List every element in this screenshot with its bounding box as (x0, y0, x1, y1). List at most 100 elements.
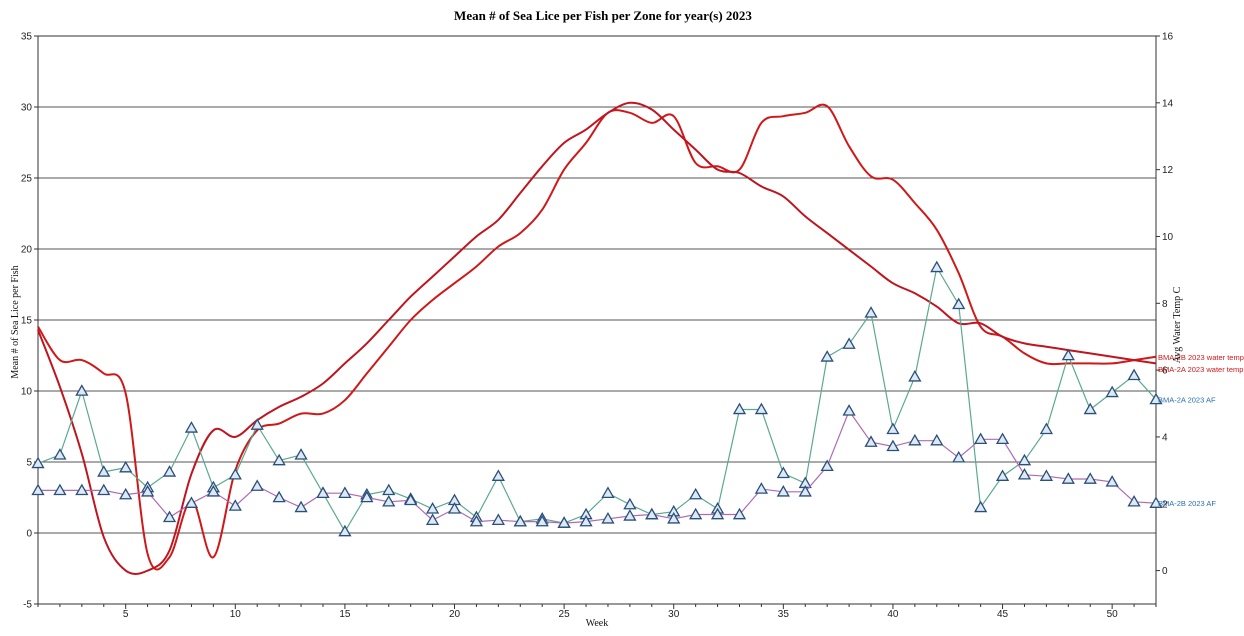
data-point (732, 402, 747, 415)
data-point (469, 514, 484, 527)
data-point (995, 432, 1010, 445)
y-tick-label: 25 (21, 174, 33, 185)
data-point (119, 460, 133, 473)
data-point (952, 450, 966, 463)
data-point (908, 369, 922, 382)
x-tick-label: 5 (123, 609, 129, 620)
data-point (908, 433, 922, 446)
data-point (776, 466, 790, 479)
y-tick-label: 10 (21, 387, 33, 398)
data-point (382, 494, 396, 507)
y-tick-label: -5 (23, 600, 32, 611)
data-point (754, 402, 769, 415)
data-point (75, 384, 89, 396)
data-point (1105, 385, 1119, 398)
y-tick-label: 20 (21, 245, 33, 256)
data-point (667, 511, 681, 524)
data-point (250, 418, 264, 430)
x-tick-label: 15 (339, 609, 351, 620)
data-point (228, 499, 242, 511)
series-bma-2b-2023-af (31, 404, 1163, 528)
data-point (579, 514, 593, 527)
y2-tick-label: 8 (1162, 299, 1168, 310)
data-point (623, 497, 637, 510)
series-line (37, 103, 1157, 571)
chart-title: Mean # of Sea Lice per Fish per Zone for… (454, 8, 752, 23)
x-tick-label: 35 (778, 609, 790, 620)
data-point (97, 483, 111, 496)
data-point (53, 483, 67, 496)
data-point (535, 514, 549, 527)
data-point (842, 337, 856, 349)
y2-tick-label: 0 (1162, 566, 1168, 577)
series-bma-2a-2023-af (31, 260, 1163, 537)
legend-item-bma-2b-2023-water-temp: BMA-2B 2023 water temp (1158, 353, 1244, 362)
data-point (1039, 422, 1054, 435)
data-point (820, 459, 834, 472)
series-bma-2b-2023-water-temp (37, 103, 1157, 571)
series-line (38, 409, 1157, 524)
data-point (689, 507, 703, 520)
series-line (37, 101, 1157, 575)
data-point (601, 486, 615, 499)
x-axis-label: Week (586, 618, 609, 629)
data-point (425, 502, 440, 514)
x-tick-label: 40 (887, 609, 899, 620)
data-point (360, 490, 374, 503)
series-line (37, 265, 1157, 533)
data-point (864, 306, 878, 318)
legend-item-bma-2b-2023-af: BMA-2B 2023 AF (1158, 499, 1216, 508)
data-point (382, 483, 396, 496)
y2-tick-label: 6 (1162, 366, 1168, 377)
data-point (1083, 402, 1097, 415)
y2-tick-label: 16 (1162, 32, 1174, 43)
data-point (557, 516, 571, 528)
y-tick-label: 5 (26, 458, 32, 469)
data-point (447, 502, 462, 514)
y2-tick-label: 14 (1162, 98, 1174, 109)
data-point (1061, 472, 1075, 484)
y2-tick-label: 4 (1162, 432, 1168, 443)
data-point (842, 404, 856, 416)
data-point (645, 507, 659, 520)
data-point (601, 511, 615, 524)
y2-axis-label: Avg Water Temp C (1172, 286, 1183, 363)
y-tick-label: 35 (21, 32, 33, 43)
data-point (798, 485, 812, 497)
data-point (1039, 469, 1054, 481)
y-tick-label: 30 (21, 103, 33, 114)
data-point (886, 422, 900, 435)
data-point (294, 500, 308, 513)
data-point (1017, 467, 1032, 480)
data-point (53, 448, 67, 460)
legend-item-bma-2a-2023-water-temp: BMA-2A 2023 water temp (1158, 365, 1243, 374)
data-point (1149, 392, 1163, 405)
x-tick-label: 50 (1107, 609, 1119, 620)
data-point (689, 487, 703, 500)
data-point (425, 513, 440, 525)
data-point (491, 469, 505, 481)
data-point (886, 439, 900, 452)
legend-item-bma-2a-2023-af: BMA-2A 2023 AF (1158, 396, 1216, 405)
data-point (228, 467, 242, 480)
x-tick-label: 10 (230, 609, 242, 620)
data-point (184, 496, 199, 508)
data-point (1127, 368, 1141, 381)
series-bma-2a-2023-water-temp (37, 101, 1157, 575)
data-point (952, 297, 966, 310)
data-point (272, 453, 286, 466)
axes-layer: -5 0 5 10 15 20 25 30 35 0 2 4 6 8 10 12 14 16 5 10 15 20 25 30… (21, 32, 1174, 621)
data-point (119, 487, 133, 500)
data-point (930, 260, 944, 273)
data-point (1061, 348, 1075, 361)
data-point (864, 435, 878, 447)
legend-layer: BMA-2B 2023 water temp BMA-2A 2023 water … (1158, 353, 1244, 508)
x-tick-label: 25 (559, 609, 571, 620)
data-point (31, 483, 45, 496)
series-layer (31, 101, 1163, 575)
data-point (732, 507, 747, 520)
data-point (623, 509, 637, 521)
data-point (1105, 475, 1119, 487)
data-point (162, 465, 177, 477)
